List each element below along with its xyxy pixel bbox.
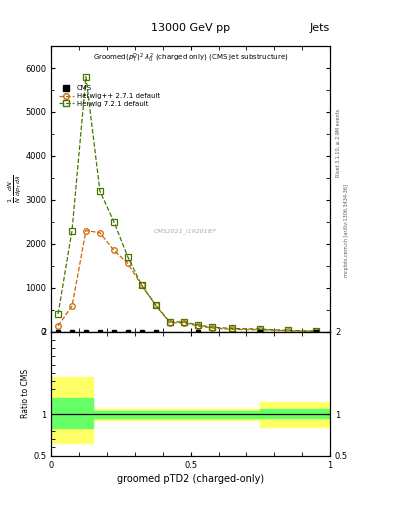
Text: Jets: Jets <box>310 23 330 33</box>
Text: 13000 GeV pp: 13000 GeV pp <box>151 23 230 33</box>
X-axis label: groomed pTD2 (charged-only): groomed pTD2 (charged-only) <box>117 474 264 484</box>
Text: Rivet 3.1.10, ≥ 2.9M events: Rivet 3.1.10, ≥ 2.9M events <box>336 109 341 178</box>
Polygon shape <box>51 398 330 429</box>
Text: mcplots.cern.ch [arXiv:1306.3434-36]: mcplots.cern.ch [arXiv:1306.3434-36] <box>344 184 349 277</box>
Text: Groomed$(p_T^D)^2\,\lambda_0^{\,2}$ (charged only) (CMS jet substructure): Groomed$(p_T^D)^2\,\lambda_0^{\,2}$ (cha… <box>93 52 288 65</box>
Y-axis label: Ratio to CMS: Ratio to CMS <box>21 369 30 418</box>
Text: CMS2021_I1920187: CMS2021_I1920187 <box>154 229 217 234</box>
Polygon shape <box>51 377 330 443</box>
Y-axis label: $\frac{1}{N}\,\frac{dN}{dp_T\,d\lambda}$: $\frac{1}{N}\,\frac{dN}{dp_T\,d\lambda}$ <box>6 175 24 203</box>
Legend: CMS, Herwig++ 2.7.1 default, Herwig 7.2.1 default: CMS, Herwig++ 2.7.1 default, Herwig 7.2.… <box>57 84 162 108</box>
